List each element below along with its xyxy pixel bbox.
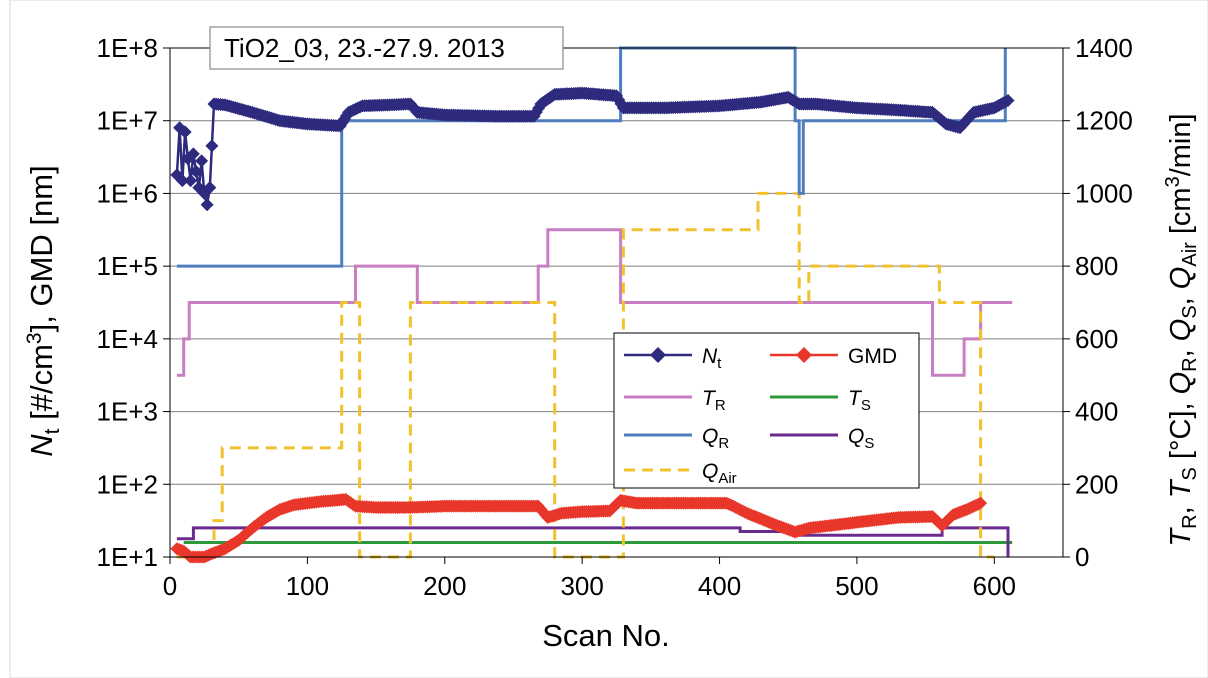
series-Nt-point-379 [1001, 93, 1015, 107]
series-GMD-point-363 [974, 496, 988, 510]
x-tick-label-2: 200 [423, 571, 466, 601]
x-tick-label-6: 600 [973, 571, 1016, 601]
annotation-text: TiO2_03, 23.-27.9. 2013 [224, 33, 505, 63]
series-Nt-point-7 [189, 165, 203, 179]
y-left-label-rest: [#/cm [24, 344, 59, 428]
x-tick-label-0: 0 [163, 571, 177, 601]
series-Nt [170, 86, 1015, 212]
series-Nt-point-6 [186, 147, 200, 161]
legend-label-QR: QR [702, 425, 729, 452]
series-TR-line [176, 228, 1013, 377]
y-left-tick-label-2: 1E+3 [97, 397, 158, 427]
y-left-tick-label-4: 1E+5 [97, 251, 158, 281]
series-Nt-point-9 [195, 154, 209, 168]
annotation-frame [209, 26, 564, 70]
x-tick-label-1: 100 [286, 571, 329, 601]
legend-label-QAir: QAir [702, 460, 737, 487]
legend-entry-TS: TS [770, 387, 871, 414]
y-axis-left-label: Nt [#/cm3], GMD [nm] [23, 165, 64, 456]
series-GMD [170, 492, 988, 564]
y-right-tick-label-7: 1400 [1075, 33, 1133, 63]
series-Nt-point-2 [175, 174, 189, 188]
legend-marker-GMD [796, 347, 812, 363]
y-left-label-sup: 3 [23, 332, 46, 344]
x-tick-label-5: 500 [835, 571, 878, 601]
y-left-tick-label-1: 1E+2 [97, 469, 158, 499]
legend-entry-GMD: GMD [770, 345, 897, 368]
y-left-tick-label-3: 1E+4 [97, 324, 158, 354]
legend-label-TR: TR [702, 387, 726, 414]
axes: 0 100 200 300 400 500 600 1E+1 1E+2 1E+3 1E+4 1E+5 1… [97, 33, 1133, 601]
y-left-label-sub: t [41, 428, 64, 434]
legend-entry-QAir: QAir [624, 460, 737, 487]
y-left-label-end: ], GMD [nm] [24, 165, 59, 332]
legend-label-TS: TS [848, 387, 871, 414]
series-Nt-point-1 [173, 121, 187, 135]
y-axis-right-label: TR, TS [°C], QR, QS, QAir [cm3/min] [1162, 113, 1201, 546]
legend-frame [613, 332, 920, 489]
y-left-tick-label-7: 1E+8 [97, 33, 158, 63]
legend-entry-QR: QR [624, 425, 729, 452]
legend-entry-TR: TR [624, 387, 726, 414]
y-left-tick-label-0: 1E+1 [97, 542, 158, 572]
legend-entry-Nt: Nt [624, 345, 722, 372]
y-left-tick-label-5: 1E+6 [97, 178, 158, 208]
series-Nt-point-12 [203, 181, 217, 195]
y-right-tick-label-3: 600 [1075, 324, 1118, 354]
y-left-tick-label-6: 1E+7 [97, 106, 158, 136]
legend-marker-Nt [650, 347, 666, 363]
y-right-tick-label-2: 400 [1075, 397, 1118, 427]
legend-label-QS: QS [848, 425, 874, 452]
x-tick-label-4: 400 [698, 571, 741, 601]
series-Nt-point-3 [178, 125, 192, 139]
x-tick-label-3: 300 [560, 571, 603, 601]
series-TR [176, 228, 1013, 377]
y-right-tick-label-5: 1000 [1075, 178, 1133, 208]
legend: Nt GMD TR TS QR QS QAir [613, 332, 920, 489]
series-Nt-point-5 [184, 174, 198, 188]
y-right-tick-label-1: 200 [1075, 469, 1118, 499]
figure-frame [9, 0, 1208, 678]
y-right-tick-label-4: 800 [1075, 251, 1118, 281]
legend-entry-QS: QS [770, 425, 874, 452]
y-left-label-main: N [24, 434, 59, 457]
annotation-box: TiO2_03, 23.-27.9. 2013 [209, 26, 564, 70]
legend-label-Nt: Nt [702, 345, 722, 372]
y-right-tick-label-0: 0 [1075, 542, 1089, 572]
x-axis-label: Scan No. [542, 618, 670, 653]
plot-area-frame [169, 47, 1064, 558]
series-Nt-point-13 [205, 139, 219, 153]
y-right-tick-label-6: 1200 [1075, 106, 1133, 136]
series-Nt-point-11 [200, 198, 214, 212]
legend-label-GMD: GMD [848, 345, 897, 368]
